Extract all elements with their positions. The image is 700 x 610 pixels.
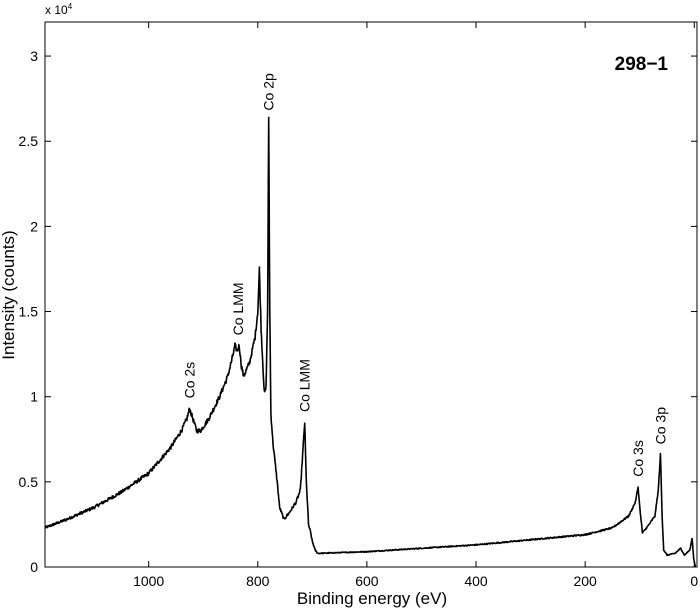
y-multiplier-base: x 10: [45, 3, 68, 17]
chart-title: 298−1: [615, 54, 669, 75]
peak-annotation: Co LMM: [297, 359, 313, 412]
x-tick-label: 200: [573, 573, 597, 589]
plot-frame: [44, 21, 698, 568]
y-tick-label: 2.5: [19, 133, 39, 149]
x-tick-label: 800: [246, 573, 270, 589]
y-axis-label: Intensity (counts): [0, 230, 18, 359]
y-multiplier: x 104: [45, 2, 73, 17]
y-tick-label: 2: [30, 218, 38, 234]
y-tick-label: 1: [30, 389, 38, 405]
peak-annotation: Co 2s: [182, 362, 198, 399]
peak-annotation: Co 3s: [630, 440, 646, 477]
y-tick-label: 0: [30, 559, 38, 575]
y-tick-label: 3: [30, 48, 38, 64]
y-multiplier-exponent: 4: [68, 2, 73, 11]
y-tick-label: 1.5: [19, 304, 39, 320]
x-tick-label: 400: [464, 573, 488, 589]
peak-annotation: Co LMM: [230, 282, 246, 335]
x-axis-label: Binding energy (eV): [297, 589, 447, 608]
peak-annotation: Co 2p: [261, 73, 277, 111]
x-tick-label: 600: [355, 573, 379, 589]
spectrum-line: [45, 116, 697, 567]
x-tick-label: 1000: [133, 573, 164, 589]
x-tick-label: 0: [690, 573, 698, 589]
y-tick-label: 0.5: [19, 474, 39, 490]
peak-annotation: Co 3p: [652, 407, 668, 445]
